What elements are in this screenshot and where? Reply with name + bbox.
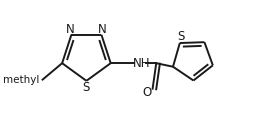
Text: N: N [98,23,107,36]
Text: methyl: methyl [3,75,39,85]
Text: S: S [177,30,184,43]
Text: N: N [66,23,75,36]
Text: S: S [83,81,90,94]
Text: O: O [143,86,152,99]
Text: NH: NH [133,57,150,70]
